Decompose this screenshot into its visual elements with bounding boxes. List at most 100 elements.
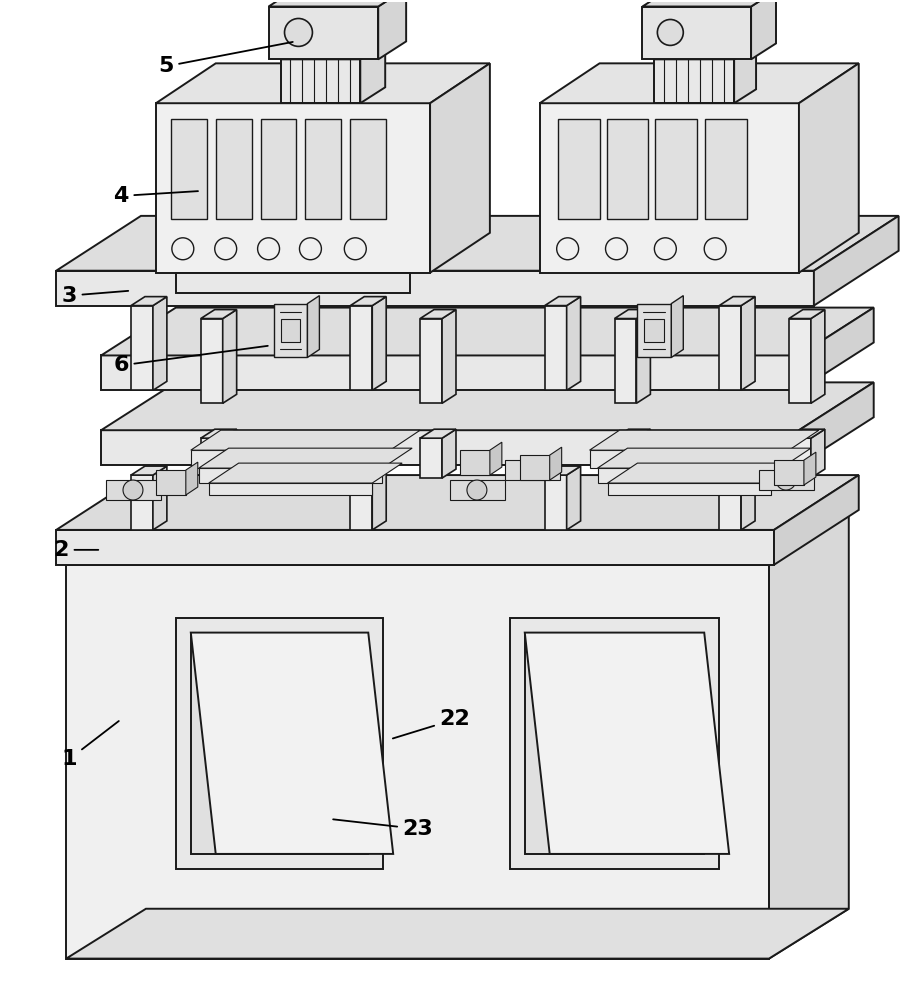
Polygon shape xyxy=(654,59,734,103)
Polygon shape xyxy=(769,515,849,959)
Polygon shape xyxy=(201,319,223,403)
Polygon shape xyxy=(378,0,406,59)
Circle shape xyxy=(123,480,143,500)
Polygon shape xyxy=(186,462,198,495)
Polygon shape xyxy=(654,45,756,59)
Polygon shape xyxy=(567,466,581,530)
Polygon shape xyxy=(372,297,386,390)
Polygon shape xyxy=(545,306,567,390)
Polygon shape xyxy=(66,565,769,959)
Polygon shape xyxy=(261,119,297,219)
Polygon shape xyxy=(804,452,816,485)
Polygon shape xyxy=(589,430,819,450)
Polygon shape xyxy=(153,297,167,390)
Polygon shape xyxy=(505,460,559,480)
Polygon shape xyxy=(519,455,549,480)
Polygon shape xyxy=(597,468,781,483)
Polygon shape xyxy=(350,297,386,306)
Polygon shape xyxy=(643,0,776,7)
Polygon shape xyxy=(201,429,237,438)
Polygon shape xyxy=(191,430,420,450)
Polygon shape xyxy=(156,103,430,273)
Polygon shape xyxy=(420,319,442,403)
Polygon shape xyxy=(215,119,252,219)
Polygon shape xyxy=(597,448,811,468)
Polygon shape xyxy=(741,297,755,390)
Polygon shape xyxy=(153,466,167,530)
Polygon shape xyxy=(545,466,581,475)
Polygon shape xyxy=(191,633,393,854)
Circle shape xyxy=(214,238,237,260)
Polygon shape xyxy=(223,310,237,403)
Polygon shape xyxy=(539,103,799,273)
Circle shape xyxy=(704,238,726,260)
Text: 3: 3 xyxy=(62,286,129,306)
Polygon shape xyxy=(644,319,664,342)
Circle shape xyxy=(522,460,542,480)
Polygon shape xyxy=(360,43,386,103)
Polygon shape xyxy=(637,304,672,357)
Polygon shape xyxy=(607,483,771,495)
Polygon shape xyxy=(774,475,859,565)
Polygon shape xyxy=(101,382,873,430)
Polygon shape xyxy=(201,310,237,319)
Polygon shape xyxy=(614,438,636,478)
Polygon shape xyxy=(799,63,859,273)
Polygon shape xyxy=(101,430,799,465)
Circle shape xyxy=(654,238,676,260)
Circle shape xyxy=(467,480,487,500)
Circle shape xyxy=(284,18,312,46)
Polygon shape xyxy=(350,119,386,219)
Circle shape xyxy=(258,238,280,260)
Polygon shape xyxy=(66,909,849,959)
Polygon shape xyxy=(308,296,319,357)
Polygon shape xyxy=(614,319,636,403)
Text: 23: 23 xyxy=(333,819,433,839)
Polygon shape xyxy=(131,297,167,306)
Polygon shape xyxy=(273,304,308,357)
Polygon shape xyxy=(607,463,801,483)
Polygon shape xyxy=(281,319,300,342)
Polygon shape xyxy=(420,310,456,319)
Polygon shape xyxy=(131,475,153,530)
Polygon shape xyxy=(350,466,386,475)
Polygon shape xyxy=(811,310,824,403)
Polygon shape xyxy=(589,450,789,468)
Text: 22: 22 xyxy=(393,709,471,738)
Polygon shape xyxy=(156,63,490,103)
Polygon shape xyxy=(789,310,824,319)
Polygon shape xyxy=(56,216,899,271)
Text: 5: 5 xyxy=(158,42,292,76)
Polygon shape xyxy=(525,633,704,854)
Polygon shape xyxy=(614,429,651,438)
Polygon shape xyxy=(789,438,811,478)
Circle shape xyxy=(605,238,627,260)
Polygon shape xyxy=(759,470,814,490)
Circle shape xyxy=(776,470,795,490)
Polygon shape xyxy=(420,429,456,438)
Polygon shape xyxy=(191,633,368,854)
Polygon shape xyxy=(719,466,755,475)
Polygon shape xyxy=(557,119,599,219)
Text: 6: 6 xyxy=(113,346,268,375)
Polygon shape xyxy=(199,468,382,483)
Polygon shape xyxy=(156,470,186,495)
Polygon shape xyxy=(799,308,873,390)
Polygon shape xyxy=(672,296,683,357)
Polygon shape xyxy=(643,7,751,59)
Polygon shape xyxy=(56,271,814,306)
Polygon shape xyxy=(101,355,799,390)
Polygon shape xyxy=(350,306,372,390)
Polygon shape xyxy=(442,429,456,478)
Polygon shape xyxy=(223,429,237,478)
Polygon shape xyxy=(799,382,873,465)
Polygon shape xyxy=(209,463,402,483)
Circle shape xyxy=(172,238,194,260)
Polygon shape xyxy=(306,119,341,219)
Polygon shape xyxy=(66,515,849,565)
Circle shape xyxy=(300,238,321,260)
Polygon shape xyxy=(719,297,755,306)
Polygon shape xyxy=(460,450,490,475)
Polygon shape xyxy=(636,310,651,403)
Circle shape xyxy=(344,238,367,260)
